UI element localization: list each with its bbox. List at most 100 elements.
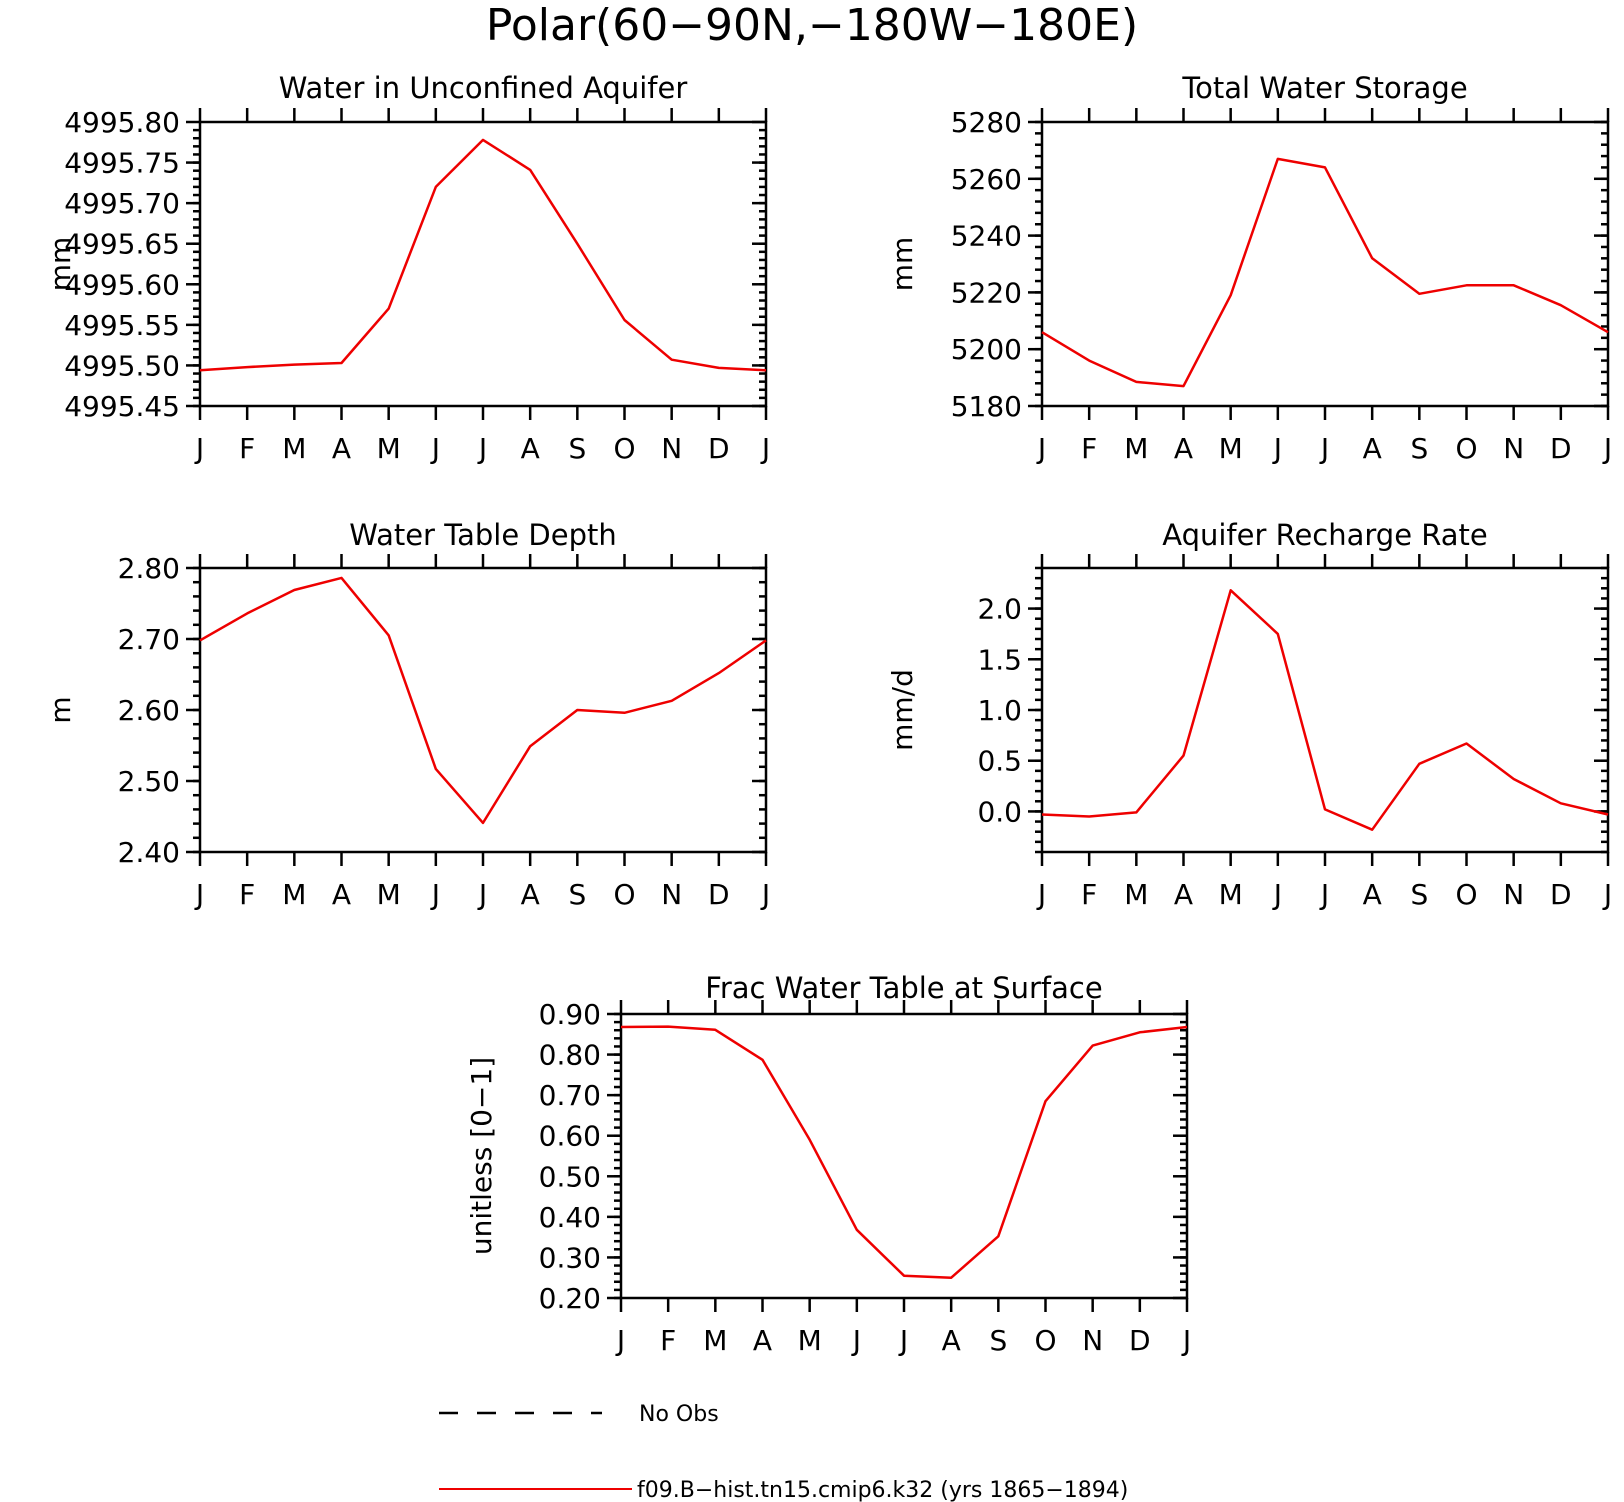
legend: No Obs f09.B−hist.tn15.cmip6.k32 (yrs 18… [439,1402,1128,1502]
legend-model-label: f09.B−hist.tn15.cmip6.k32 (yrs 1865−1894… [637,1478,1128,1502]
x-tick-label: N [661,432,682,465]
y-tick-label: 2.60 [118,694,180,727]
x-tick-label: J [1272,432,1282,465]
x-tick-label: N [1503,432,1524,465]
x-tick-label: J [194,432,204,465]
y-axis-label: unitless [0−1] [465,1057,498,1255]
panel-title: Frac Water Table at Surface [705,971,1102,1005]
y-tick-label: 0.60 [539,1120,601,1153]
x-tick-label: A [521,432,540,465]
x-tick-label: J [760,878,770,911]
x-tick-label: M [377,432,401,465]
y-axis-label: mm [44,237,77,292]
x-tick-label: O [613,432,635,465]
x-tick-label: O [613,878,635,911]
x-tick-label: A [332,432,351,465]
x-tick-label: J [1319,432,1329,465]
x-tick-label: J [1272,878,1282,911]
x-tick-label: J [1602,432,1612,465]
x-tick-label: A [1174,432,1193,465]
x-tick-label: A [1363,878,1382,911]
x-tick-label: J [1036,432,1046,465]
y-tick-label: 4995.70 [64,187,180,220]
plot-frame [198,566,768,854]
y-tick-label: 0.5 [977,745,1022,778]
y-tick-label: 2.0 [977,593,1022,626]
y-tick-label: 5280 [951,106,1022,139]
y-tick-label: 2.80 [118,552,180,585]
x-tick-label: A [1174,878,1193,911]
y-axis-label: mm [886,237,919,292]
x-tick-label: A [942,1324,961,1357]
panel-title: Water Table Depth [349,518,617,552]
y-tick-label: 5240 [951,220,1022,253]
y-tick-label: 5220 [951,276,1022,309]
x-tick-label: N [1503,878,1524,911]
series-line-model [1041,589,1609,831]
x-tick-label: O [1455,878,1477,911]
x-tick-label: A [332,878,351,911]
panel-title: Water in Unconfined Aquifer [279,71,688,105]
x-tick-label: M [1219,432,1243,465]
x-tick-label: M [703,1324,727,1357]
series-line-model [199,576,767,825]
y-tick-label: 4995.55 [64,309,180,342]
y-tick-label: 1.5 [977,643,1022,676]
series-line-model [1041,157,1609,388]
plot-frame [619,1012,1189,1300]
x-tick-label: F [1081,878,1097,911]
x-tick-label: S [568,432,586,465]
panel-title: Total Water Storage [1181,71,1467,105]
x-tick-label: M [798,1324,822,1357]
x-tick-label: J [1036,878,1046,911]
y-axis-label: m [44,696,77,723]
y-tick-label: 2.70 [118,623,180,656]
x-tick-label: J [1319,878,1329,911]
x-tick-label: D [1550,432,1572,465]
x-tick-label: S [989,1324,1007,1357]
x-tick-label: N [661,878,682,911]
x-tick-label: J [1602,878,1612,911]
x-tick-label: J [477,432,487,465]
legend-obs-label: No Obs [639,1402,719,1427]
y-tick-label: 0.70 [539,1079,601,1112]
x-tick-label: S [1410,432,1428,465]
y-tick-label: 4995.50 [64,349,180,382]
x-tick-label: M [1124,432,1148,465]
y-tick-label: 1.0 [977,694,1022,727]
y-tick-label: 0.50 [539,1160,601,1193]
y-tick-label: 4995.65 [64,228,180,261]
y-tick-label: 0.20 [539,1282,601,1315]
x-tick-label: J [851,1324,861,1357]
y-tick-label: 2.50 [118,765,180,798]
x-tick-label: J [898,1324,908,1357]
x-tick-label: J [615,1324,625,1357]
x-tick-label: A [1363,432,1382,465]
x-tick-label: N [1082,1324,1103,1357]
y-tick-label: 5200 [951,333,1022,366]
x-tick-label: J [430,432,440,465]
figure-title: Polar(60−90N,−180W−180E) [486,0,1138,51]
y-tick-label: 4995.60 [64,268,180,301]
x-tick-label: J [477,878,487,911]
x-tick-label: S [1410,878,1428,911]
y-tick-label: 4995.45 [64,390,180,423]
x-tick-label: D [708,432,730,465]
x-tick-label: F [660,1324,676,1357]
x-tick-label: F [239,878,255,911]
x-tick-label: F [1081,432,1097,465]
panel-title: Aquifer Recharge Rate [1162,518,1488,552]
x-tick-label: D [708,878,730,911]
y-axis-label: mm/d [886,669,919,751]
x-tick-label: M [282,432,306,465]
y-tick-label: 5180 [951,390,1022,423]
x-tick-label: D [1129,1324,1151,1357]
x-tick-label: M [377,878,401,911]
x-tick-label: O [1455,432,1477,465]
x-tick-label: M [282,878,306,911]
x-tick-label: S [568,878,586,911]
